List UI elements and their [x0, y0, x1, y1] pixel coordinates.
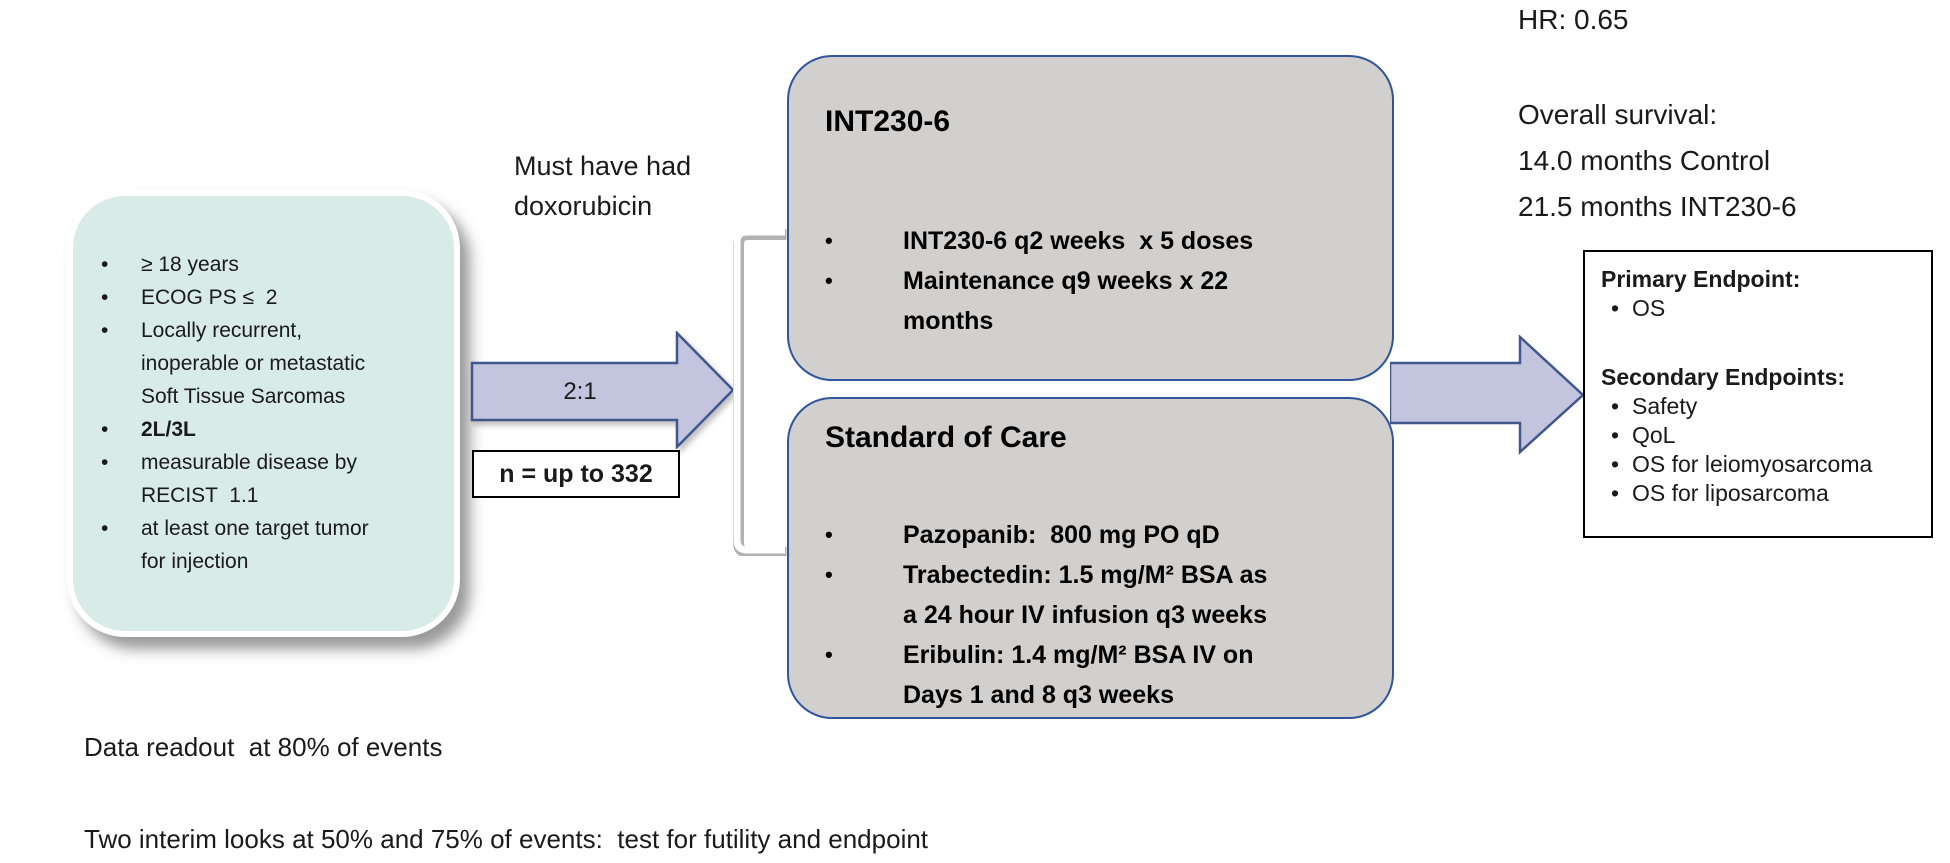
- arm-bullet-text: Maintenance q9 weeks x 22 months: [903, 267, 1229, 335]
- bullet-icon: •: [825, 562, 833, 587]
- primary-endpoint-list: OS: [1601, 294, 1925, 323]
- right-arrow-icon: [470, 331, 735, 449]
- endpoint-item: QoL: [1601, 421, 1925, 450]
- endpoints-box: Primary Endpoint: OS Secondary Endpoints…: [1583, 250, 1933, 538]
- criteria-item: • measurable disease by RECIST 1.1: [95, 446, 440, 512]
- arm-box-int230-6: INT230-6 • INT230-6 q2 weeks x 5 doses • M…: [787, 55, 1394, 381]
- bullet-icon: •: [101, 286, 109, 309]
- criteria-item: • 2L/3L: [95, 413, 440, 446]
- hazard-ratio-text: HR: 0.65: [1518, 4, 1629, 35]
- arm-bullet-text: Eribulin: 1.4 mg/M² BSA IV on Days 1 and…: [903, 641, 1254, 709]
- criteria-item: • ≥ 18 years: [95, 248, 440, 281]
- outcome-arrow: [1390, 335, 1588, 455]
- endpoint-item: Safety: [1601, 392, 1925, 421]
- interim-analysis-note: Two interim looks at 50% and 75% of even…: [84, 824, 929, 854]
- arm-bullet-text: INT230-6 q2 weeks x 5 doses: [903, 227, 1254, 255]
- arm-bullet-item: • INT230-6 q2 weeks x 5 doses: [825, 221, 1364, 261]
- eligibility-criteria-box: • ≥ 18 years • ECOG PS ≤ 2 • Locally recurr…: [67, 190, 460, 637]
- bullet-icon: •: [101, 418, 109, 441]
- bullet-icon: •: [825, 642, 833, 667]
- secondary-endpoint-list: Safety QoL OS for leiomyosarcoma OS for …: [1601, 392, 1925, 508]
- arm-bullet-text: Trabectedin: 1.5 mg/M² BSA as a 24 hour …: [903, 561, 1268, 629]
- arm-bullet-item: • Pazopanib: 800 mg PO qD: [825, 515, 1364, 555]
- arm-bullet-list: • INT230-6 q2 weeks x 5 doses • Maintenanc…: [825, 221, 1364, 341]
- criteria-text: at least one target tumor for injection: [141, 517, 369, 573]
- criteria-item: • at least one target tumor for injection: [95, 512, 440, 578]
- arm-bullet-text: Pazopanib: 800 mg PO qD: [903, 521, 1220, 549]
- criteria-item: • Locally recurrent, inoperable or metast…: [95, 314, 440, 413]
- right-arrow-icon: [1390, 335, 1585, 455]
- criteria-text: ECOG PS ≤ 2: [141, 286, 278, 309]
- secondary-endpoints-label: Secondary Endpoints:: [1601, 364, 1846, 390]
- criteria-item: • ECOG PS ≤ 2: [95, 281, 440, 314]
- primary-endpoint-label: Primary Endpoint:: [1601, 266, 1801, 292]
- arm-box-standard-of-care: Standard of Care • Pazopanib: 800 mg PO q…: [787, 397, 1394, 719]
- bullet-icon: •: [101, 253, 109, 276]
- arm-bullet-list: • Pazopanib: 800 mg PO qD • Trabectedin: 1…: [825, 515, 1364, 715]
- endpoint-item: OS for leiomyosarcoma: [1601, 450, 1925, 479]
- bullet-icon: •: [825, 268, 833, 293]
- sample-size-box: n = up to 332: [472, 450, 680, 498]
- bullet-icon: •: [101, 517, 109, 540]
- eligibility-criteria-list: • ≥ 18 years • ECOG PS ≤ 2 • Locally recurr…: [95, 248, 440, 578]
- criteria-text: measurable disease by RECIST 1.1: [141, 451, 357, 507]
- bullet-icon: •: [825, 228, 833, 253]
- arm-bullet-item: • Maintenance q9 weeks x 22 months: [825, 261, 1364, 341]
- bullet-icon: •: [825, 522, 833, 547]
- bullet-icon: •: [101, 319, 109, 342]
- data-readout-note: Data readout at 80% of events: [84, 732, 443, 762]
- grouping-bracket-icon: [731, 226, 787, 556]
- criteria-text: ≥ 18 years: [141, 253, 239, 276]
- endpoint-item: OS: [1601, 294, 1925, 323]
- overall-survival-text: Overall survival: 14.0 months Control 21…: [1518, 99, 1797, 222]
- arm-bullet-item: • Trabectedin: 1.5 mg/M² BSA as a 24 hour…: [825, 555, 1364, 635]
- randomization-ratio: 2:1: [563, 378, 597, 405]
- prior-therapy-note: Must have had doxorubicin: [514, 151, 692, 221]
- criteria-text: Locally recurrent, inoperable or metasta…: [141, 319, 366, 408]
- endpoint-item: OS for liposarcoma: [1601, 479, 1925, 508]
- criteria-text: 2L/3L: [141, 418, 196, 441]
- arm-bullet-item: • Eribulin: 1.4 mg/M² BSA IV on Days 1 an…: [825, 635, 1364, 715]
- randomization-arrow: 2:1: [470, 331, 736, 449]
- arm-title: Standard of Care: [825, 421, 1067, 454]
- spacer: [1601, 323, 1925, 363]
- bullet-icon: •: [101, 451, 109, 474]
- arm-title: INT230-6: [825, 105, 951, 138]
